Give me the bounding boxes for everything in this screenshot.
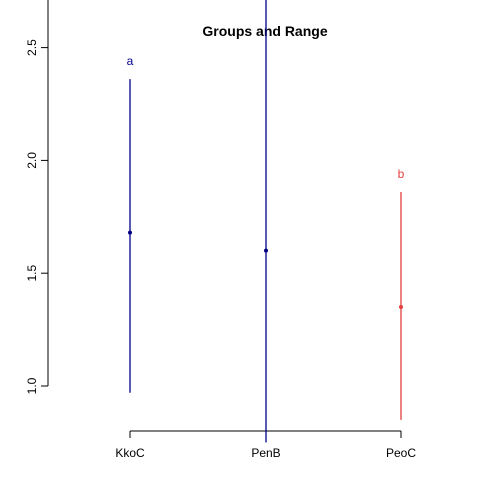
y-tick-label: 1.5	[25, 265, 39, 282]
y-tick-label: 2.5	[25, 39, 39, 56]
group-letter: a	[127, 54, 134, 68]
x-tick-label: PeoC	[386, 446, 416, 460]
group-letter: b	[398, 167, 405, 181]
mean-point	[399, 305, 403, 310]
y-axis: 1.01.52.02.53.03.5	[25, 0, 49, 394]
chart-title: Groups and Range	[202, 23, 327, 39]
y-tick-label: 1.0	[25, 377, 39, 394]
y-tick-label: 2.0	[25, 152, 39, 169]
mean-point	[128, 230, 132, 235]
x-tick-label: KkoC	[115, 446, 145, 460]
error-bars: aab	[127, 0, 405, 443]
mean-point	[264, 248, 268, 253]
x-tick-label: PenB	[251, 446, 280, 460]
